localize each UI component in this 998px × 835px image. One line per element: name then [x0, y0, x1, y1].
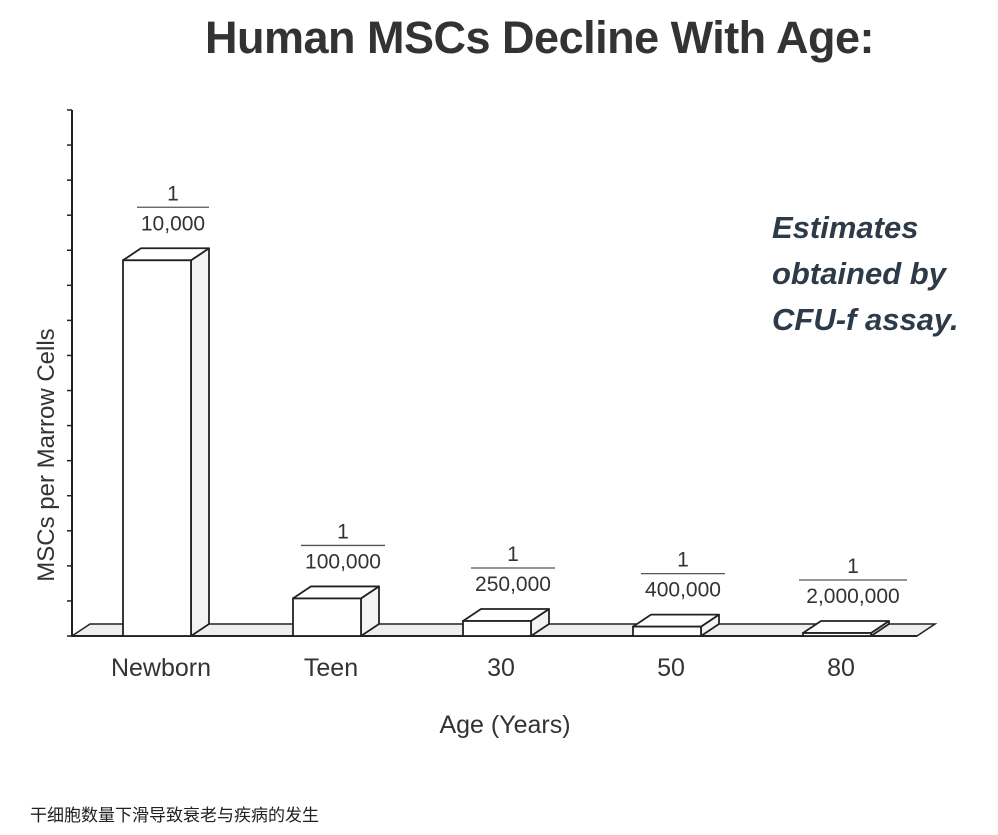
bars-layer — [122, 247, 890, 637]
data-label-numerator: 1 — [847, 555, 859, 578]
data-label-denominator: 100,000 — [305, 550, 381, 573]
bar-front — [802, 632, 872, 637]
data-label-numerator: 1 — [337, 520, 349, 543]
bar-front — [292, 597, 362, 637]
x-tick-label: Newborn — [111, 654, 211, 682]
chart-title: Human MSCs Decline With Age: — [205, 12, 875, 63]
data-label-denominator: 250,000 — [475, 573, 551, 596]
bar-80 — [802, 620, 890, 637]
x-tick-label: 50 — [657, 654, 685, 682]
bar-front — [462, 620, 532, 637]
bar-front — [122, 259, 192, 637]
bar-chart: Newborn 1 10,000 Teen 1 100,000 30 1 250,000 50 1 4… — [33, 109, 938, 739]
y-axis-label: MSCs per Marrow Cells — [33, 328, 60, 581]
chart-annotation: Estimates obtained by CFU-f assay. — [772, 210, 959, 337]
data-label-denominator: 2,000,000 — [806, 585, 899, 608]
bar-side — [190, 247, 210, 637]
bar-front — [632, 625, 702, 637]
x-tick-label: 30 — [487, 654, 515, 682]
data-label-numerator: 1 — [677, 549, 689, 572]
data-label-denominator: 10,000 — [141, 212, 205, 235]
image-caption: 干细胞数量下滑导致衰老与疾病的发生 — [30, 806, 319, 825]
data-label-numerator: 1 — [507, 543, 519, 566]
x-axis-label: Age (Years) — [439, 711, 570, 739]
bar-teen — [292, 585, 380, 637]
bar-newborn — [122, 247, 210, 637]
bar-30 — [462, 608, 550, 637]
x-tick-label: 80 — [827, 654, 855, 682]
x-tick-label: Teen — [304, 654, 358, 682]
data-label-denominator: 400,000 — [645, 579, 721, 602]
bar-50 — [632, 613, 720, 637]
data-label-numerator: 1 — [167, 182, 179, 205]
labels-layer: Newborn 1 10,000 Teen 1 100,000 30 1 250,000 50 1 4… — [111, 182, 907, 682]
